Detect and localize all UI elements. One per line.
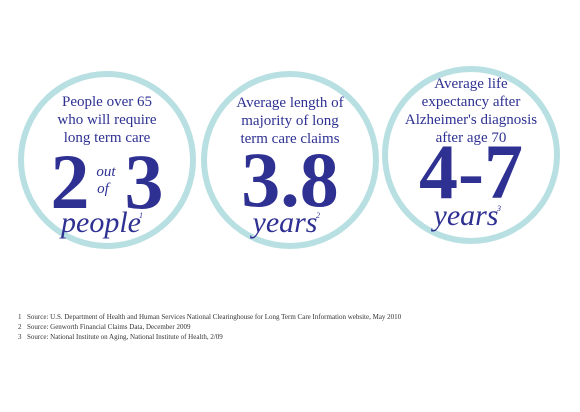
footnote-number: 3	[18, 333, 22, 341]
circle	[382, 66, 560, 244]
footnote-number: 1	[18, 313, 22, 321]
footnote-text: Source: U.S. Department of Health and Hu…	[27, 313, 402, 321]
note-ref: 3	[496, 204, 501, 213]
caption-line: term care claims	[240, 131, 339, 147]
caption-line: who will require	[57, 112, 156, 128]
figure: 3	[125, 138, 164, 225]
caption-line: Average length of	[236, 95, 343, 111]
figure: 3.8	[241, 136, 339, 223]
connector: of	[97, 181, 111, 197]
unit: years	[250, 206, 318, 239]
footnote-text: Source: National Institute on Aging, Nat…	[27, 333, 223, 341]
caption-line: long term care	[64, 130, 151, 146]
caption-line: People over 65	[62, 94, 152, 110]
caption-line: after age 70	[436, 130, 507, 146]
caption-line: expectancy after	[422, 94, 521, 110]
caption-line: majority of long	[241, 113, 339, 129]
figure: 2	[51, 138, 90, 225]
caption-line: Average life	[434, 76, 508, 92]
caption-line: Alzheimer's diagnosis	[405, 112, 537, 128]
note-ref: 1	[139, 211, 143, 220]
circle	[201, 71, 379, 249]
unit: people	[59, 206, 141, 239]
circle	[18, 71, 196, 249]
footnote-number: 2	[18, 323, 22, 331]
figure: 4-7	[419, 128, 523, 215]
unit: years	[431, 199, 499, 232]
connector: out	[96, 164, 116, 180]
footnote-text: Source: Genworth Financial Claims Data, …	[27, 323, 191, 331]
note-ref: 2	[316, 211, 320, 220]
